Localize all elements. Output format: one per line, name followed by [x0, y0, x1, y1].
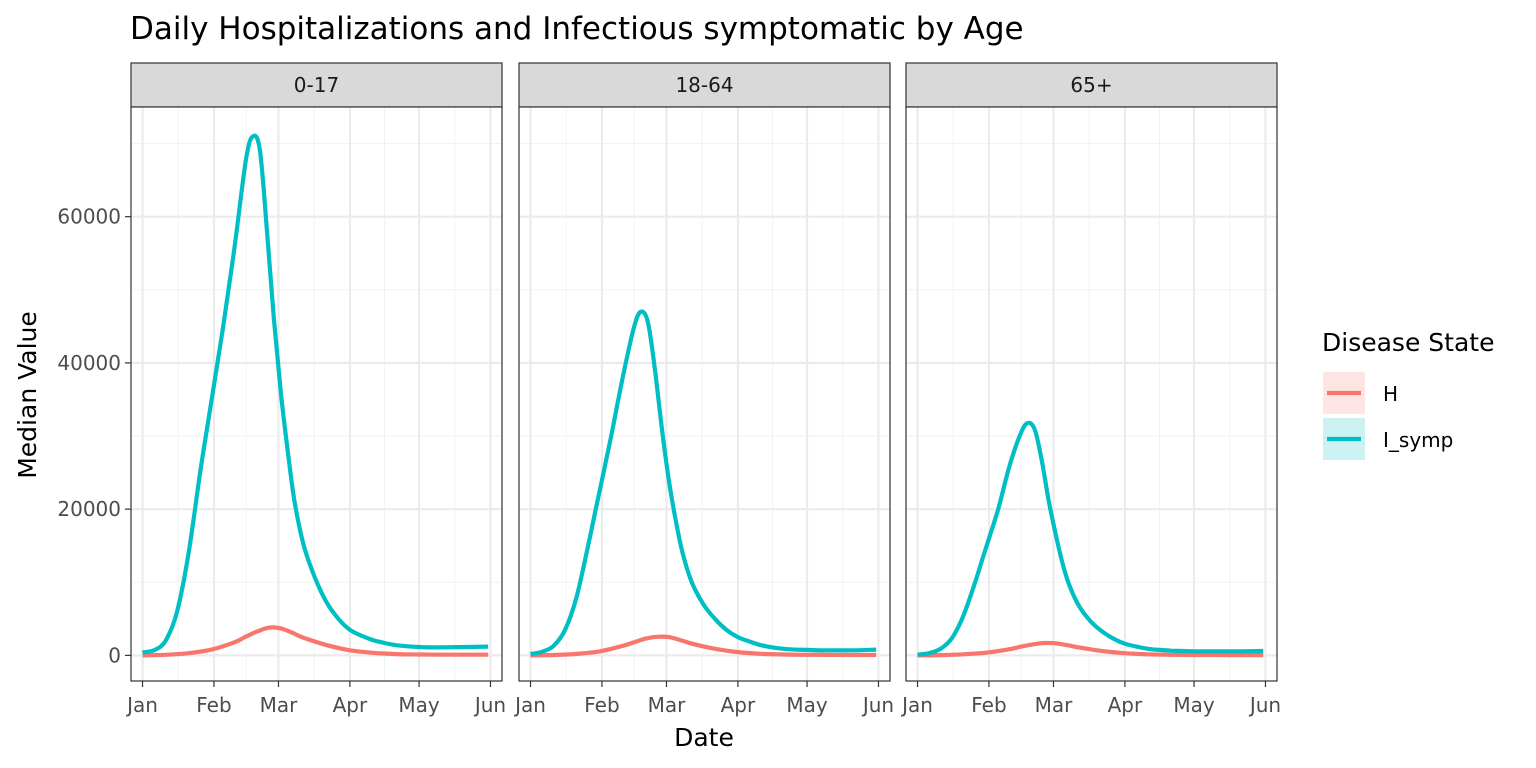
x-axis-title: Date	[674, 723, 734, 752]
y-tick-label: 60000	[57, 205, 121, 229]
series-line-h	[142, 625, 489, 658]
x-tick-label: Feb	[584, 693, 619, 717]
x-tick-label: Mar	[648, 693, 687, 717]
facet-label: 65+	[1070, 73, 1112, 97]
legend-label: H	[1383, 382, 1398, 406]
panel-border	[905, 106, 1278, 682]
x-tick-label: May	[1173, 693, 1215, 717]
series-line-i-symp	[917, 420, 1264, 657]
series-line-h	[917, 640, 1264, 658]
x-tick-label: Jun	[1248, 693, 1281, 717]
series-line-i-symp	[530, 309, 877, 656]
facet-panels: 0-17 Jan Feb Mar Apr May Jun 0 20000 40000 60000 18…	[57, 62, 1281, 717]
x-tick-label: Jun	[473, 693, 506, 717]
x-tick-label: Apr	[721, 693, 756, 717]
x-tick-label: Jan	[513, 693, 546, 717]
facet-panel: 18-64 Jan Feb Mar Apr May Jun	[513, 62, 894, 717]
x-tick-label: Jan	[900, 693, 933, 717]
panel-background	[519, 107, 890, 681]
facet-strip	[905, 62, 1278, 108]
y-tick-label: 0	[108, 643, 121, 667]
legend-label: I_symp	[1383, 428, 1453, 452]
panel-border	[130, 106, 503, 682]
x-tick-label: Feb	[971, 693, 1006, 717]
legend-title: Disease State	[1322, 328, 1494, 357]
x-tick-label: Feb	[196, 693, 231, 717]
x-tick-label: May	[398, 693, 440, 717]
panel-border	[518, 106, 891, 682]
x-tick-label: Jun	[861, 693, 894, 717]
y-tick-label: 40000	[57, 351, 121, 375]
x-tick-label: May	[786, 693, 828, 717]
y-tick-label: 20000	[57, 497, 121, 521]
x-tick-label: Mar	[1035, 693, 1074, 717]
panel-background	[131, 107, 502, 681]
x-tick-label: Apr	[1108, 693, 1143, 717]
x-tick-label: Mar	[260, 693, 299, 717]
facet-strip	[130, 62, 503, 108]
chart-title: Daily Hospitalizations and Infectious sy…	[130, 11, 1024, 47]
panel-background	[906, 107, 1277, 681]
x-tick-label: Jan	[125, 693, 158, 717]
series-line-i-symp	[142, 133, 489, 655]
facet-label: 18-64	[675, 73, 733, 97]
facet-panel: 65+ Jan Feb Mar Apr May Jun	[900, 62, 1281, 717]
facet-panel: 0-17 Jan Feb Mar Apr May Jun 0 20000 40000 60000	[57, 62, 506, 717]
legend: Disease State H I_symp	[1322, 328, 1494, 460]
facet-label: 0-17	[294, 73, 339, 97]
series-line-h	[530, 634, 877, 658]
y-axis-title: Median Value	[13, 311, 42, 479]
x-tick-label: Apr	[333, 693, 368, 717]
